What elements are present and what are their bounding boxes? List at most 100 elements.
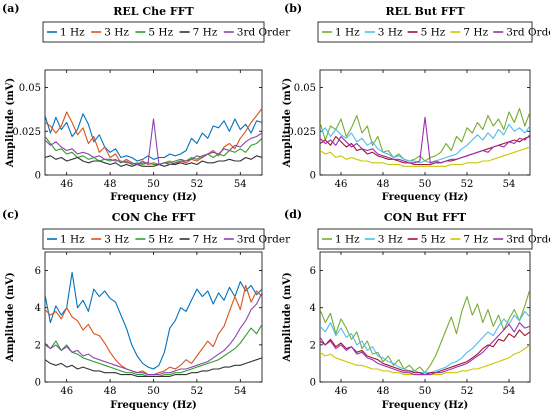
- series-group: [320, 288, 530, 376]
- x-tick-label-3: 50: [419, 386, 432, 397]
- plot-area: [319, 69, 531, 176]
- panel-label: (b): [284, 2, 302, 15]
- y-axis-label: Amplitude (mV): [5, 272, 16, 362]
- y-tick-label-1: 0: [310, 378, 316, 389]
- x-axis-label: Frequency (Hz): [110, 400, 196, 411]
- legend: 1 Hz 3 Hz 5 Hz 7 Hz 3rd Order: [42, 228, 291, 250]
- series-line-5: [320, 322, 530, 376]
- series-line-3: [320, 329, 530, 376]
- x-tick-label-2: 48: [104, 386, 117, 397]
- series-line-5: [45, 118, 262, 166]
- x-tick-label-2: 48: [104, 179, 117, 190]
- x-tick-label-3: 50: [147, 179, 160, 190]
- series-group: [45, 271, 262, 377]
- legend-box: [42, 228, 265, 250]
- legend-entry-1: 1 Hz: [335, 27, 360, 39]
- legend-entry-4: 7 Hz: [193, 27, 218, 39]
- chart-panel-3: (c) CON Che FFT 1 Hz 3 Hz 5 Hz 7 Hz 3rd Order 4…: [2, 208, 291, 411]
- y-tick-label-2: 2: [310, 340, 316, 351]
- x-tick-label-5: 54: [234, 179, 247, 190]
- x-tick-label-4: 52: [461, 386, 474, 397]
- y-tick-label-1: 0: [310, 171, 316, 182]
- y-axis-label: Amplitude (mV): [282, 272, 293, 362]
- legend-entry-5: 3rd Order: [506, 234, 550, 246]
- chart-title: REL But FFT: [385, 5, 465, 18]
- panel-label: (d): [284, 208, 302, 221]
- legend-entry-5: 3rd Order: [237, 234, 291, 246]
- series-line-5: [45, 292, 262, 376]
- x-tick-label-1: 46: [335, 179, 348, 190]
- y-tick-label-1: 0: [35, 171, 41, 182]
- legend-box: [42, 21, 265, 43]
- series-line-1: [45, 271, 262, 370]
- x-tick-label-5: 54: [234, 386, 247, 397]
- series-line-2: [320, 310, 530, 374]
- x-tick-label-5: 54: [503, 179, 516, 190]
- legend-entry-3: 5 Hz: [421, 234, 446, 246]
- series-line-3: [45, 136, 262, 166]
- y-tick-label-2: 0.025: [287, 127, 316, 138]
- series-group: [320, 107, 530, 167]
- chart-title: REL Che FFT: [113, 5, 194, 18]
- series-line-2: [320, 123, 530, 164]
- chart-panel-1: (a) REL Che FFT 1 Hz 3 Hz 5 Hz 7 Hz 3rd Order 4…: [2, 2, 291, 203]
- y-axis-label: Amplitude (mV): [5, 78, 16, 168]
- plot-area: [44, 251, 263, 383]
- x-tick-label-1: 46: [335, 386, 348, 397]
- x-tick-label-2: 48: [377, 386, 390, 397]
- series-line-2: [45, 108, 262, 166]
- y-tick-label-2: 0.025: [12, 127, 41, 138]
- x-tick-label-4: 52: [191, 386, 204, 397]
- series-line-1: [320, 288, 530, 374]
- y-tick-label-3: 4: [35, 303, 41, 314]
- x-tick-label-1: 46: [60, 386, 73, 397]
- x-axis-label: Frequency (Hz): [110, 192, 196, 203]
- legend: 1 Hz 3 Hz 5 Hz 7 Hz 3rd Order: [42, 21, 291, 43]
- legend-entry-4: 7 Hz: [193, 234, 218, 246]
- legend-entry-2: 3 Hz: [378, 27, 403, 39]
- legend-entry-3: 5 Hz: [421, 27, 446, 39]
- legend-entry-3: 5 Hz: [148, 234, 173, 246]
- legend-entry-2: 3 Hz: [378, 234, 403, 246]
- series-line-4: [320, 146, 530, 167]
- series-line-4: [45, 357, 262, 377]
- y-tick-label-4: 6: [35, 266, 41, 277]
- x-tick-label-5: 54: [503, 386, 516, 397]
- legend: 1 Hz 3 Hz 5 Hz 7 Hz 3rd Order: [317, 228, 550, 250]
- x-tick-label-4: 52: [191, 179, 204, 190]
- chart-panel-4: (d) CON But FFT 1 Hz 3 Hz 5 Hz 7 Hz 3rd Order 4…: [282, 208, 550, 411]
- chart-title: CON Che FFT: [112, 211, 196, 224]
- x-tick-label-3: 50: [419, 179, 432, 190]
- series-line-1: [320, 107, 530, 162]
- x-tick-label-4: 52: [461, 179, 474, 190]
- y-tick-label-3: 0.05: [19, 83, 41, 94]
- panel-label: (c): [2, 208, 19, 221]
- legend-entry-1: 1 Hz: [335, 234, 360, 246]
- legend-box: [317, 21, 533, 43]
- y-tick-label-2: 2: [35, 340, 41, 351]
- x-axis-label: Frequency (Hz): [382, 192, 468, 203]
- chart-panel-2: (b) REL But FFT 1 Hz 3 Hz 5 Hz 7 Hz 3rd Order 4…: [282, 2, 550, 203]
- x-tick-label-1: 46: [60, 179, 73, 190]
- legend-entry-4: 7 Hz: [463, 234, 488, 246]
- series-line-5: [320, 116, 530, 164]
- y-tick-label-4: 6: [310, 266, 316, 277]
- legend-entry-3: 5 Hz: [148, 27, 173, 39]
- y-tick-label-1: 0: [35, 378, 41, 389]
- legend-entry-2: 3 Hz: [104, 27, 129, 39]
- legend-entry-4: 7 Hz: [463, 27, 488, 39]
- legend: 1 Hz 3 Hz 5 Hz 7 Hz 3rd Order: [317, 21, 550, 43]
- legend-entry-5: 3rd Order: [506, 27, 550, 39]
- series-group: [45, 108, 262, 167]
- y-tick-label-3: 4: [310, 303, 316, 314]
- panel-label: (a): [2, 2, 20, 15]
- series-line-2: [45, 284, 262, 376]
- legend-entry-1: 1 Hz: [60, 234, 85, 246]
- x-tick-label-2: 48: [377, 179, 390, 190]
- plot-area: [319, 251, 531, 383]
- series-line-4: [45, 155, 262, 167]
- series-line-4: [320, 344, 530, 376]
- y-axis-label: Amplitude (mV): [282, 78, 293, 168]
- x-tick-label-3: 50: [147, 386, 160, 397]
